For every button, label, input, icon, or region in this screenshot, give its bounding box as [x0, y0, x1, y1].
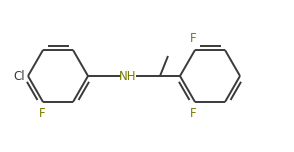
- Text: F: F: [190, 32, 196, 45]
- Text: F: F: [190, 107, 196, 120]
- Text: F: F: [39, 107, 45, 120]
- Text: Cl: Cl: [13, 69, 25, 83]
- Text: NH: NH: [119, 69, 137, 83]
